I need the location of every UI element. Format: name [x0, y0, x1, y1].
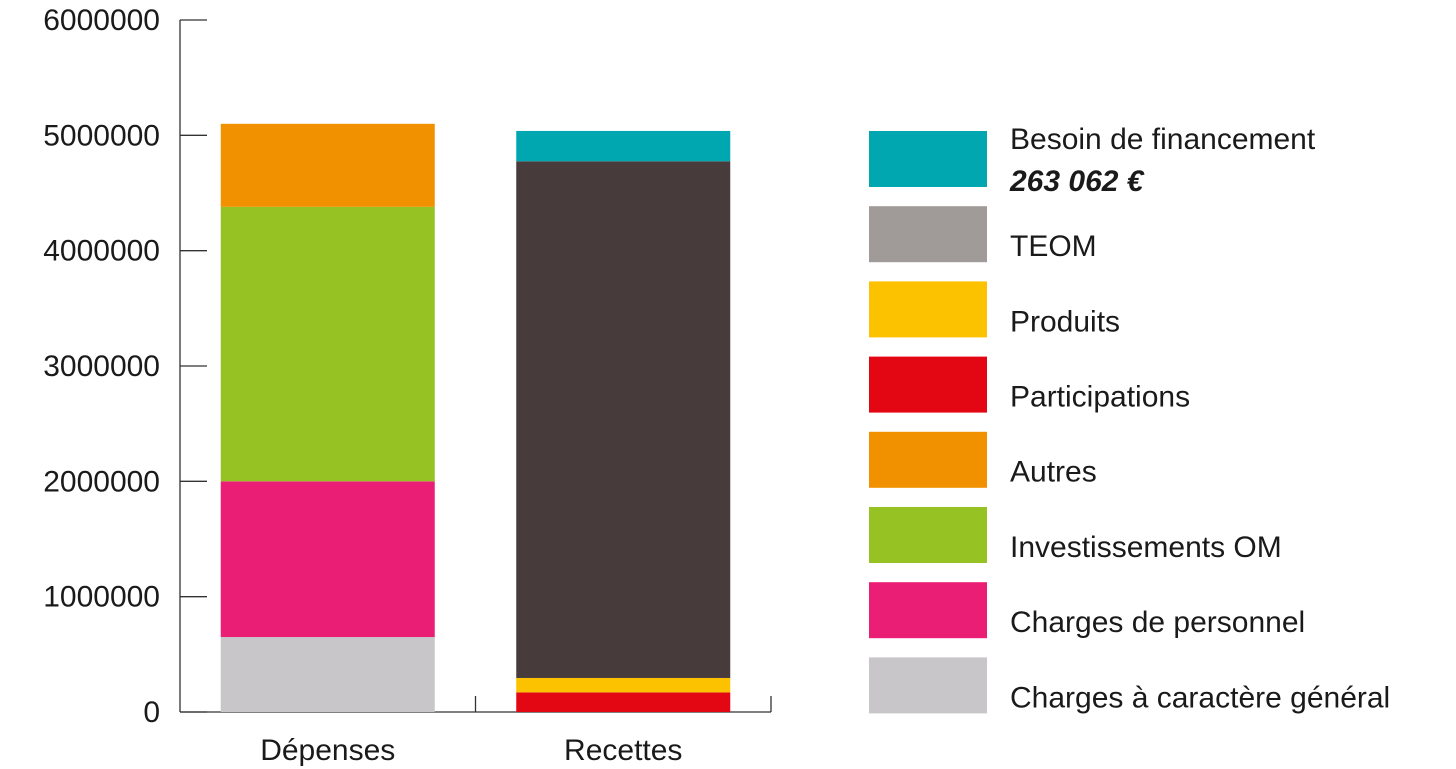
legend-swatch [869, 507, 987, 563]
legend-label: Participations [1010, 381, 1190, 414]
y-tick-label: 6000000 [43, 4, 160, 37]
y-tick-label: 1000000 [43, 581, 160, 614]
legend-swatch [869, 281, 987, 338]
legend-swatch [869, 582, 987, 639]
bar-segment [220, 123, 435, 207]
bar-segment [220, 206, 435, 482]
legend-label: Produits [1010, 305, 1120, 338]
y-tick-label: 0 [143, 696, 160, 729]
y-tick-label: 3000000 [43, 350, 160, 383]
legend-label: Investissements OM [1010, 531, 1282, 564]
y-tick-label: 5000000 [43, 119, 160, 152]
y-tick-label: 2000000 [43, 465, 160, 498]
legend-label: Charges à caractère général [1010, 681, 1390, 714]
legend-label: TEOM [1010, 230, 1097, 263]
bar-segment [516, 677, 731, 693]
value-label: 263 062 € [1009, 165, 1145, 198]
y-tick-label: 4000000 [43, 235, 160, 268]
bar-segment [516, 692, 731, 712]
bar-segment [516, 161, 731, 678]
legend-label: Charges de personnel [1010, 606, 1305, 639]
legend-swatch [869, 356, 987, 413]
x-tick-label: Dépenses [260, 734, 395, 767]
bar-segment [220, 637, 435, 712]
x-tick-label: Recettes [564, 734, 682, 767]
bar-segment [516, 130, 731, 162]
legend-swatch [869, 431, 987, 488]
legend-swatch [869, 657, 987, 714]
legend-swatch [869, 131, 987, 187]
legend-swatch [869, 206, 987, 263]
bar-segment [220, 481, 435, 638]
legend-label: Autres [1010, 456, 1097, 489]
legend-label: Besoin de financement [1010, 123, 1316, 156]
